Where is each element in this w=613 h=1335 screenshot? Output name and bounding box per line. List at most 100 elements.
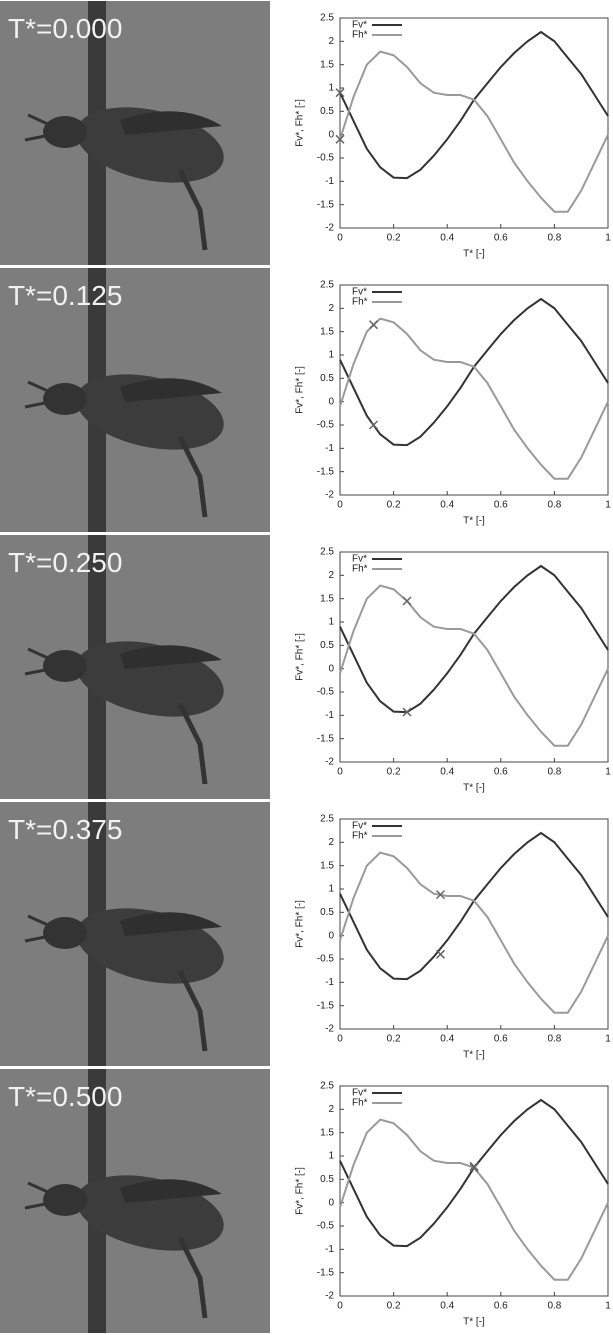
x-axis-label: T* [-] bbox=[463, 1317, 485, 1328]
antenna bbox=[24, 380, 51, 409]
y-tick-label: 1.5 bbox=[320, 59, 334, 70]
series-line bbox=[339, 317, 609, 480]
y-tick-label: -1.5 bbox=[317, 466, 335, 477]
x-tick-label: 0.2 bbox=[387, 1034, 401, 1045]
x-tick-label: 0.4 bbox=[440, 1034, 454, 1045]
antenna bbox=[24, 914, 51, 943]
wing bbox=[120, 912, 222, 936]
x-tick-label: 0.8 bbox=[547, 767, 561, 778]
marker-cross bbox=[435, 890, 446, 900]
y-tick-label: 1 bbox=[328, 350, 334, 361]
y-axis-label: Fv*, Fh* [-] bbox=[295, 99, 306, 147]
wing bbox=[120, 645, 222, 669]
x-tick-label: 0.2 bbox=[387, 767, 401, 778]
x-tick-label: 0.8 bbox=[547, 1301, 561, 1312]
leg bbox=[177, 168, 208, 251]
x-tick-label: 0 bbox=[337, 1034, 343, 1045]
x-axis-label: T* [-] bbox=[463, 249, 485, 260]
photo-label: T*=0.000 bbox=[8, 13, 122, 44]
photo-label: T*=0.375 bbox=[8, 814, 122, 845]
series-line bbox=[339, 584, 609, 747]
leg bbox=[177, 969, 208, 1052]
photo-label: T*=0.500 bbox=[8, 1081, 122, 1112]
leg bbox=[177, 1236, 208, 1319]
leg bbox=[177, 702, 208, 785]
series-line bbox=[339, 50, 609, 213]
y-tick-label: -1 bbox=[325, 443, 334, 454]
legend-label: Fh* bbox=[352, 831, 368, 842]
x-tick-label: 0.2 bbox=[387, 500, 401, 511]
y-tick-label: -2 bbox=[325, 1291, 334, 1302]
x-tick-label: 1 bbox=[605, 767, 611, 778]
y-tick-label: -1 bbox=[325, 176, 334, 187]
plot-frame bbox=[339, 1085, 609, 1297]
photo-label: T*=0.125 bbox=[8, 280, 122, 311]
series-line bbox=[339, 851, 609, 1014]
legend-label: Fv* bbox=[352, 1088, 367, 1099]
y-tick-label: 2.5 bbox=[320, 280, 334, 291]
y-tick-label: -1.5 bbox=[317, 1000, 335, 1011]
y-tick-label: 2 bbox=[328, 1104, 334, 1115]
x-tick-label: 0 bbox=[337, 500, 343, 511]
beetle-head bbox=[43, 917, 87, 949]
photo-label: T*=0.250 bbox=[8, 547, 122, 578]
plot-frame bbox=[339, 17, 609, 229]
y-tick-label: 2.5 bbox=[320, 814, 334, 825]
x-tick-label: 1 bbox=[605, 233, 611, 244]
marker-cross bbox=[435, 949, 446, 959]
x-tick-label: 0.4 bbox=[440, 767, 454, 778]
x-tick-label: 0 bbox=[337, 767, 343, 778]
y-tick-label: 2.5 bbox=[320, 1081, 334, 1092]
y-tick-label: 0.5 bbox=[320, 106, 334, 117]
y-tick-label: 0.5 bbox=[320, 640, 334, 651]
y-axis-label: Fv*, Fh* [-] bbox=[295, 900, 306, 948]
y-tick-label: 1.5 bbox=[320, 1127, 334, 1138]
y-tick-label: 1.5 bbox=[320, 593, 334, 604]
beetle-head bbox=[43, 650, 87, 682]
x-tick-label: 0.8 bbox=[547, 500, 561, 511]
x-tick-label: 0 bbox=[337, 1301, 343, 1312]
y-axis-label: Fv*, Fh* [-] bbox=[295, 633, 306, 681]
y-tick-label: -2 bbox=[325, 757, 334, 768]
legend-label: Fv* bbox=[352, 287, 367, 298]
x-tick-label: 0 bbox=[337, 233, 343, 244]
beetle-head bbox=[43, 1184, 87, 1216]
marker-cross bbox=[402, 707, 412, 717]
x-tick-label: 0.8 bbox=[547, 1034, 561, 1045]
marker-cross bbox=[368, 320, 379, 330]
marker-cross bbox=[402, 596, 412, 606]
y-tick-label: 0.5 bbox=[320, 1174, 334, 1185]
y-tick-label: -1 bbox=[325, 710, 334, 721]
legend-label: Fh* bbox=[352, 297, 368, 308]
x-tick-label: 0.6 bbox=[494, 767, 508, 778]
y-tick-label: 0 bbox=[328, 1197, 334, 1208]
legend-label: Fh* bbox=[352, 1098, 368, 1109]
marker-cross bbox=[368, 420, 379, 430]
y-tick-label: 1 bbox=[328, 83, 334, 94]
y-tick-label: -1 bbox=[325, 1244, 334, 1255]
x-tick-label: 0.2 bbox=[387, 1301, 401, 1312]
x-axis-label: T* [-] bbox=[463, 783, 485, 794]
y-tick-label: 0 bbox=[328, 930, 334, 941]
y-tick-label: -1 bbox=[325, 977, 334, 988]
x-axis-label: T* [-] bbox=[463, 1050, 485, 1061]
x-tick-label: 1 bbox=[605, 500, 611, 511]
x-tick-label: 0.6 bbox=[494, 1034, 508, 1045]
y-tick-label: -0.5 bbox=[317, 420, 335, 431]
y-axis-label: Fv*, Fh* [-] bbox=[295, 1167, 306, 1215]
legend-label: Fv* bbox=[352, 20, 367, 31]
y-tick-label: 0 bbox=[328, 663, 334, 674]
y-tick-label: -2 bbox=[325, 1024, 334, 1035]
y-tick-label: -0.5 bbox=[317, 1221, 335, 1232]
wing bbox=[120, 1179, 222, 1203]
x-tick-label: 0.4 bbox=[440, 233, 454, 244]
y-tick-label: 1.5 bbox=[320, 860, 334, 871]
y-tick-label: 2 bbox=[328, 837, 334, 848]
y-tick-label: -1.5 bbox=[317, 199, 335, 210]
y-axis-label: Fv*, Fh* [-] bbox=[295, 366, 306, 414]
y-tick-label: -2 bbox=[325, 490, 334, 501]
leg bbox=[177, 435, 208, 518]
y-tick-label: 2 bbox=[328, 570, 334, 581]
y-tick-label: -0.5 bbox=[317, 687, 335, 698]
